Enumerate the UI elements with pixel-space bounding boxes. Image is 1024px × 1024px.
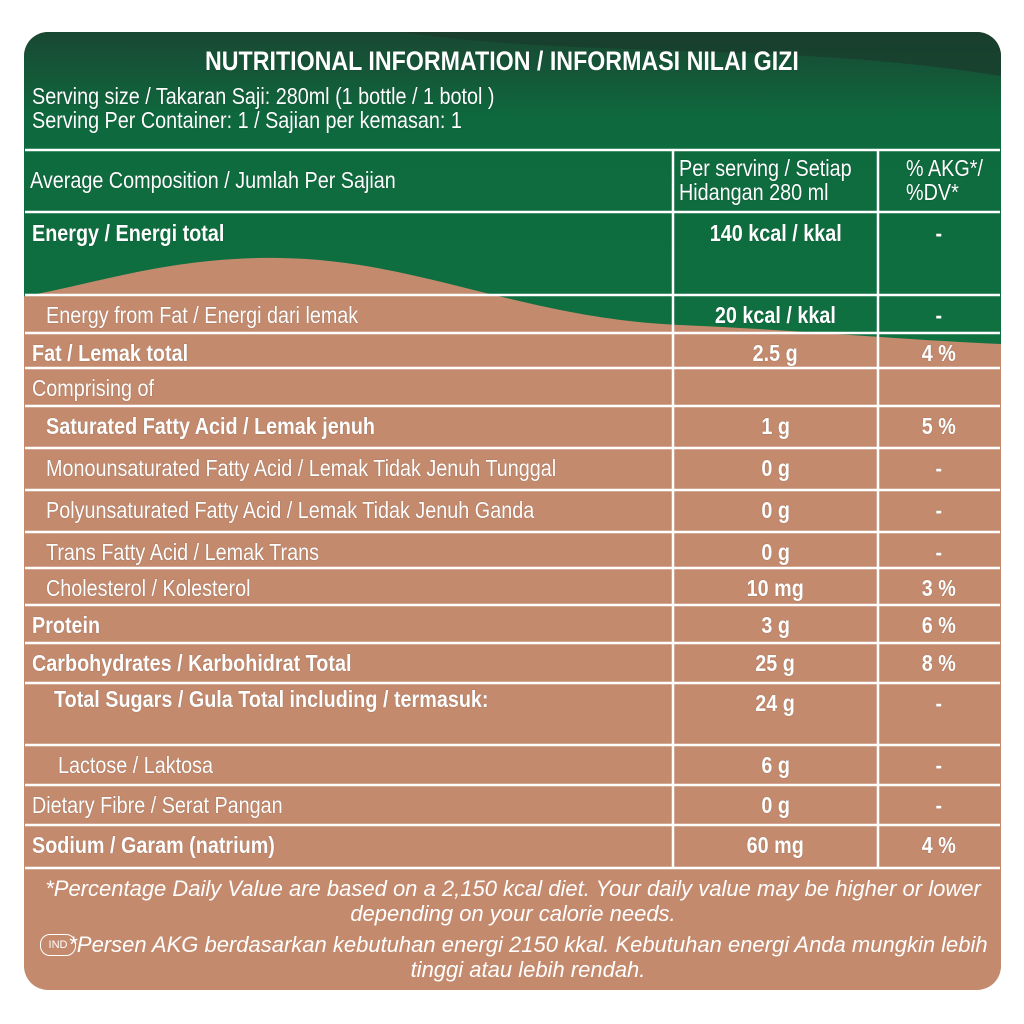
row-label: Energy from Fat / Energi dari lemak [46, 302, 359, 328]
amount: 6 g [761, 752, 790, 778]
row-label: Fat / Lemak total [32, 340, 189, 366]
amount: 0 g [761, 539, 790, 565]
daily-value: - [935, 455, 943, 481]
amount: 0 g [761, 497, 790, 523]
daily-value: - [935, 302, 943, 328]
amount: 1 g [761, 413, 790, 439]
daily-value: - [935, 792, 943, 818]
daily-value: 4 % [921, 340, 957, 366]
row-label: Lactose / Laktosa [58, 752, 214, 778]
column-header: % AKG*/ %DV* [906, 155, 983, 205]
daily-value: - [935, 539, 943, 565]
amount: 60 mg [746, 832, 805, 858]
footnote-id: *Persen AKG berdasarkan kebutuhan energi… [68, 932, 988, 982]
amount: 25 g [755, 650, 796, 676]
row-label: Energy / Energi total [32, 220, 225, 246]
daily-value: 4 % [921, 832, 957, 858]
row-label: Carbohydrates / Karbohidrat Total [32, 650, 352, 676]
footnote-en: *Percentage Daily Value are based on a 2… [45, 876, 981, 926]
row-label: Dietary Fibre / Serat Pangan [32, 792, 283, 818]
column-header: Average Composition / Jumlah Per Sajian [30, 167, 396, 193]
daily-value: 3 % [921, 575, 957, 601]
serving-size: Serving size / Takaran Saji: 280ml (1 bo… [32, 83, 495, 109]
row-label: Comprising of [32, 375, 155, 401]
daily-value: - [935, 220, 943, 246]
title: NUTRITIONAL INFORMATION / INFORMASI NILA… [205, 46, 799, 76]
amount: 20 kcal / kkal [715, 302, 836, 328]
amount: 2.5 g [752, 340, 799, 366]
row-label: Polyunsaturated Fatty Acid / Lemak Tidak… [46, 497, 535, 523]
amount: 10 mg [746, 575, 805, 601]
row-label: Monounsaturated Fatty Acid / Lemak Tidak… [46, 455, 557, 481]
servings-per-container: Serving Per Container: 1 / Sajian per ke… [32, 107, 462, 133]
amount: 0 g [761, 455, 790, 481]
amount: 140 kcal / kkal [709, 220, 842, 246]
daily-value: 8 % [921, 650, 957, 676]
daily-value: - [935, 497, 943, 523]
ind-badge: IND [40, 934, 76, 956]
row-label: Sodium / Garam (natrium) [32, 832, 275, 858]
amount: 24 g [755, 690, 796, 716]
row-label: Saturated Fatty Acid / Lemak jenuh [46, 413, 376, 439]
row-label: Cholesterol / Kolesterol [46, 575, 251, 601]
amount: 3 g [761, 612, 790, 638]
daily-value: 5 % [921, 413, 957, 439]
amount: 0 g [761, 792, 790, 818]
row-label: Trans Fatty Acid / Lemak Trans [46, 539, 319, 565]
column-header: Per serving / Setiap Hidangan 280 ml [679, 155, 852, 205]
daily-value: - [935, 752, 943, 778]
daily-value: 6 % [921, 612, 957, 638]
row-label: Total Sugars / Gula Total including / te… [54, 686, 489, 712]
row-label: Protein [32, 612, 101, 638]
daily-value: - [935, 690, 943, 716]
